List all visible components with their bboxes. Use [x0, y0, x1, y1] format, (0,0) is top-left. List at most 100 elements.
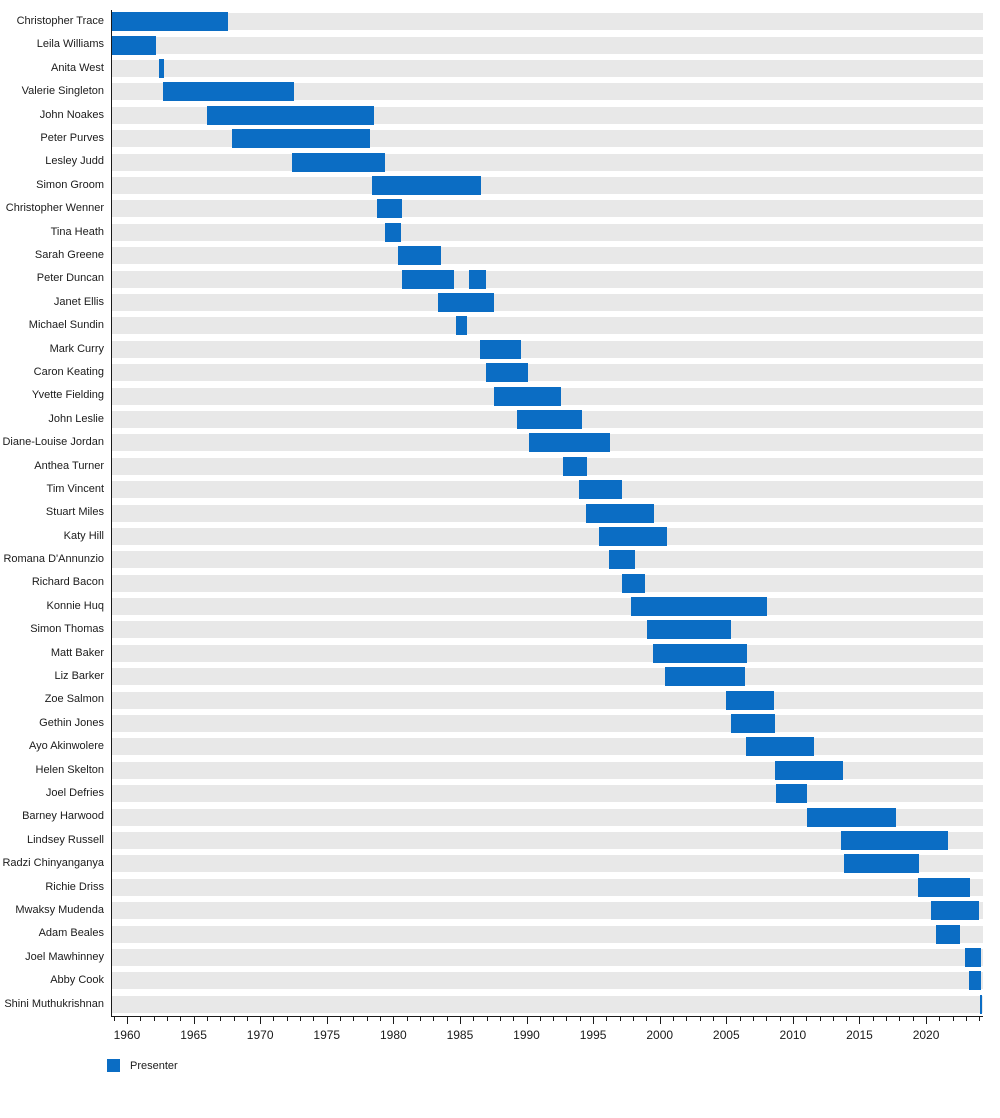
presenter-label: Peter Duncan — [36, 272, 104, 285]
x-axis-tick-minor — [513, 1017, 515, 1021]
tenure-bar — [631, 597, 768, 617]
row-band — [112, 785, 983, 803]
tenure-bar — [456, 316, 467, 336]
x-axis-tick-minor — [673, 1017, 675, 1021]
row-band — [112, 153, 983, 171]
row-band — [112, 621, 983, 639]
x-axis-tick-minor — [899, 1017, 901, 1021]
x-axis-tick-minor — [113, 1017, 115, 1021]
x-axis-tick-minor — [846, 1017, 848, 1021]
plot-area — [111, 10, 983, 1017]
tenure-bar — [385, 222, 401, 242]
x-axis-year-label: 1965 — [180, 1028, 207, 1042]
row-band — [112, 925, 983, 943]
x-axis-tick-major — [526, 1017, 528, 1024]
row-band — [112, 340, 983, 358]
presenter-label: Konnie Huq — [46, 599, 105, 612]
presenter-label: Simon Groom — [36, 178, 104, 191]
x-axis-year-label: 1995 — [579, 1028, 607, 1042]
presenter-label: Simon Thomas — [30, 623, 104, 636]
x-axis-tick-minor — [206, 1017, 208, 1021]
tenure-bar — [516, 409, 583, 429]
x-axis-year-label: 2015 — [846, 1028, 873, 1042]
x-axis-tick-major — [193, 1017, 195, 1024]
row-band — [112, 949, 983, 966]
row-band — [112, 598, 983, 616]
row-band — [112, 223, 983, 241]
presenter-label: Helen Skelton — [35, 763, 105, 776]
x-axis-year-label: 1975 — [313, 1028, 341, 1042]
tenure-bar — [622, 573, 645, 593]
tenure-bar — [731, 714, 775, 734]
x-axis-tick-minor — [499, 1017, 501, 1021]
row-band — [112, 574, 983, 592]
tenure-bar — [528, 433, 611, 453]
presenter-label: Diane-Louise Jordan — [2, 436, 104, 449]
tenure-bar — [844, 854, 920, 874]
x-axis-tick-minor — [886, 1017, 888, 1021]
x-axis-tick-minor — [406, 1017, 408, 1021]
tenure-bar — [965, 948, 981, 967]
x-axis-tick-major — [593, 1017, 595, 1024]
presenter-label: Peter Purves — [40, 131, 104, 144]
x-axis-tick-minor — [806, 1017, 808, 1021]
tenure-bar — [158, 58, 164, 78]
presenter-label: Matt Baker — [50, 646, 104, 659]
tenure-bar — [438, 292, 495, 312]
row-band — [112, 200, 983, 218]
row-band — [112, 36, 983, 54]
x-axis-tick-minor — [246, 1017, 248, 1021]
x-axis-year-label: 1960 — [113, 1028, 141, 1042]
x-axis-tick-minor — [566, 1017, 568, 1021]
x-axis-year-label: 1990 — [513, 1028, 540, 1042]
presenter-label: Barney Harwood — [22, 810, 104, 823]
presenter-label: Tim Vincent — [46, 482, 104, 495]
tenure-bar — [493, 386, 561, 406]
x-axis-tick-minor — [779, 1017, 781, 1021]
x-axis-tick-major — [260, 1017, 262, 1024]
presenter-label: Leila Williams — [36, 38, 104, 51]
x-axis-tick-minor — [832, 1017, 834, 1021]
tenure-bar — [206, 105, 374, 125]
presenter-label: John Noakes — [39, 108, 104, 121]
row-band — [112, 715, 983, 733]
legend-label: Presenter — [130, 1059, 178, 1072]
tenure-bar — [485, 363, 529, 383]
x-axis-tick-minor — [539, 1017, 541, 1021]
y-axis-labels: Christopher Trace Leila Williams Anita Wes… — [0, 10, 104, 1016]
x-axis-year-label: 1985 — [446, 1028, 474, 1042]
tenure-bar — [931, 901, 979, 921]
tenure-bar — [372, 175, 481, 195]
presenter-label: Valerie Singleton — [21, 85, 104, 98]
presenter-label: Yvette Fielding — [31, 389, 104, 402]
presenter-label: Joel Mawhinney — [25, 950, 104, 963]
tenure-bar — [231, 129, 371, 149]
presenter-label: Radzi Chinyanganya — [2, 857, 104, 870]
row-band — [112, 878, 983, 896]
row-band — [112, 644, 983, 662]
row-band — [112, 527, 983, 545]
x-axis-tick-major — [459, 1017, 461, 1024]
x-axis-year-label: 1980 — [379, 1028, 407, 1042]
tenure-bar — [402, 269, 455, 289]
tenure-bar — [725, 690, 774, 710]
x-axis-tick-minor — [966, 1017, 968, 1021]
tenure-bar — [599, 526, 668, 546]
row-band — [112, 995, 983, 1013]
x-axis-tick-major — [792, 1017, 794, 1024]
x-axis-tick-minor — [952, 1017, 954, 1021]
row-band — [112, 176, 983, 194]
presenter-label: Mwaksy Mudenda — [15, 904, 104, 917]
tenure-bar — [980, 994, 983, 1014]
x-axis-year-label: 2000 — [646, 1028, 674, 1042]
tenure-bar — [775, 784, 808, 804]
presenter-label: Janet Ellis — [53, 295, 104, 308]
x-axis-tick-minor — [300, 1017, 302, 1021]
x-axis-tick-minor — [553, 1017, 555, 1021]
tenure-bar — [841, 831, 949, 851]
x-axis: 1960 1965 1970 1975 1980 1985 1990 1995 2000 2005… — [111, 1017, 982, 1053]
presenter-label: Sarah Greene — [34, 248, 104, 261]
x-axis-tick-minor — [166, 1017, 168, 1021]
row-band — [112, 738, 983, 756]
x-axis-tick-minor — [419, 1017, 421, 1021]
